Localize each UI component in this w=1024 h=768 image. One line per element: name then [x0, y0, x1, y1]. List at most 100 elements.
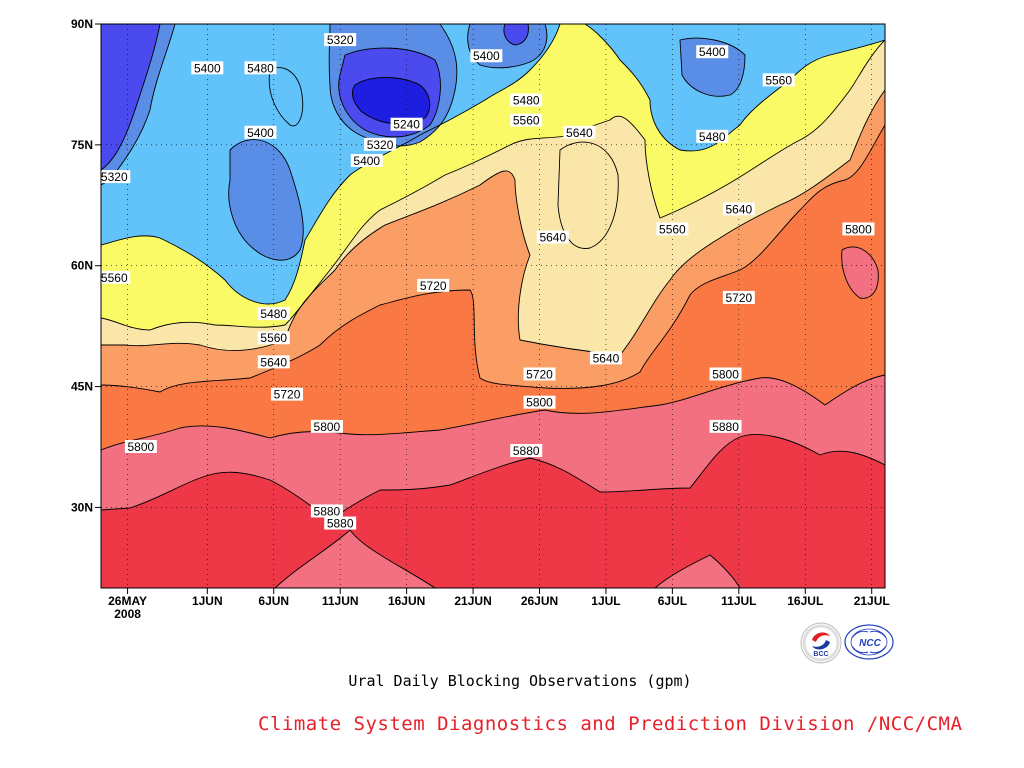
contour-label-text: 5800: [128, 440, 155, 454]
x-tick-label: 26MAY: [108, 594, 147, 608]
contour-label: 5640: [589, 351, 622, 365]
contour-label-text: 5560: [101, 271, 128, 285]
contour-label-bg: [696, 45, 729, 59]
contour-label-text: 5480: [260, 307, 287, 321]
contour-label-text: 5800: [526, 396, 553, 410]
contour-label-bg: [257, 331, 290, 345]
contour-label-text: 5640: [593, 351, 620, 365]
band-5640-island: [558, 142, 619, 249]
contour-label: 5560: [656, 222, 689, 236]
contour-label: 5480: [510, 93, 543, 108]
contour-label-text: 5240: [393, 118, 420, 132]
contour-label: 5880: [324, 516, 357, 531]
contour-label-bg: [324, 33, 357, 47]
contour-label-text: 5800: [845, 222, 872, 236]
contour-label-bg: [536, 230, 569, 244]
contour-label-bg: [364, 137, 397, 151]
contour-label: 5480: [257, 307, 290, 321]
x-tick-label: 6JUL: [658, 594, 687, 608]
grid-lines: [101, 24, 885, 588]
band-5240: [352, 77, 430, 124]
y-tick-label: 60N: [71, 259, 93, 273]
y-tick-label: 30N: [71, 500, 93, 514]
contour-label-bg: [324, 516, 357, 530]
contour-labels: 5320 5400 5400 5400 5480 5560 5480 5240 5560 5400…: [101, 33, 875, 531]
contour-label-bg: [257, 307, 290, 321]
contour-label-text: 5480: [247, 61, 274, 75]
band-5480-island: [269, 67, 303, 126]
contour-label-bg: [709, 367, 742, 381]
contour-label-text: 5880: [712, 420, 739, 434]
x-tick-label: 16JUL: [787, 594, 823, 608]
contour-label-text: 5640: [725, 202, 752, 216]
contour-label-bg: [510, 444, 543, 458]
y-tick-label: 90N: [71, 17, 93, 31]
contour-label-text: 5480: [513, 94, 540, 108]
contour-label-bg: [244, 125, 277, 139]
contour-label-bg: [244, 61, 277, 75]
contour-label: 5800: [124, 440, 157, 454]
contour-label-text: 5560: [260, 331, 287, 345]
plot-frame: [100, 23, 886, 589]
contour-label-text: 5720: [274, 388, 301, 402]
contour-label-bg: [523, 367, 556, 381]
contour-label: 5640: [257, 355, 290, 369]
contour-label-text: 5640: [539, 231, 566, 245]
contour-label: 5800: [709, 367, 742, 381]
contour-label-text: 5480: [699, 130, 726, 144]
footer-credit: Climate System Diagnostics and Predictio…: [258, 713, 963, 735]
x-tick-label: 21JUN: [454, 594, 491, 608]
contour-label: 5800: [310, 419, 343, 434]
contour-label: 5560: [510, 113, 543, 128]
plot-area: 5320 5400 5400 5400 5480 5560 5480 5240 5560 5400…: [101, 24, 885, 588]
contour-label-text: 5320: [101, 170, 128, 184]
contour-label-text: 5400: [473, 49, 500, 63]
contour-label-text: 5400: [247, 126, 274, 140]
contour-label-bg: [350, 153, 383, 167]
contour-label-text: 5560: [765, 73, 792, 87]
chart-title: Ural Daily Blocking Observations (gpm): [348, 672, 692, 690]
contour-label: 5880: [510, 444, 543, 458]
contour-label-bg: [762, 73, 795, 87]
contour-label-bg: [271, 387, 304, 401]
contour-label-text: 5880: [327, 517, 354, 531]
x-tick-label: 11JUN: [322, 594, 359, 608]
contour-label: 5400: [191, 61, 224, 75]
contour-label: 5640: [722, 202, 755, 216]
band-5320: [101, 24, 529, 170]
contour-label-bg: [310, 504, 343, 518]
contour-label-bg: [510, 93, 543, 107]
x-tick-label: 16JUN: [388, 594, 425, 608]
ncc-logo: NCC: [844, 624, 894, 660]
contour-label-bg: [417, 278, 450, 292]
contour-label-text: 5560: [513, 114, 540, 128]
contour-lines: [101, 24, 885, 588]
contour-label-bg: [101, 170, 131, 184]
contour-label: 5400: [244, 125, 277, 140]
contour-label-text: 5720: [420, 279, 447, 293]
contour-label-text: 5800: [712, 367, 739, 381]
contour-label: 5720: [523, 367, 556, 381]
contour-label-bg: [124, 440, 157, 453]
contour-label-text: 5320: [367, 138, 394, 152]
contour-label-bg: [257, 355, 290, 369]
contour-label: 5320: [101, 170, 131, 184]
contour-label: 5240: [390, 117, 423, 132]
y-axis: 30N 45N 60N 75N 90N: [71, 17, 101, 514]
contour-label: 5400: [696, 45, 729, 59]
contour-label-bg: [510, 113, 543, 127]
contour-label-bg: [101, 270, 131, 284]
contour-label-bg: [390, 117, 423, 131]
contour-label: 5320: [324, 33, 357, 47]
contour-label-text: 5640: [260, 355, 287, 369]
contour-label-text: 5880: [314, 504, 341, 518]
contour-label-text: 5720: [725, 291, 752, 305]
contour-label-bg: [589, 351, 622, 365]
contour-label-bg: [696, 129, 729, 143]
contour-label: 5560: [762, 73, 795, 87]
contour-label-bg: [523, 395, 556, 409]
contour-label-text: 5800: [314, 420, 341, 434]
contour-label: 5720: [722, 290, 755, 305]
